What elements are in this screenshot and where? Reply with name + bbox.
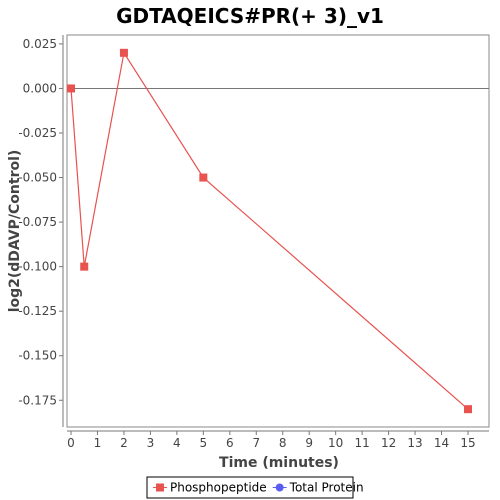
plot-area	[66, 34, 490, 428]
legend-box	[146, 476, 354, 499]
series-layer	[67, 48, 472, 414]
x-tick-label: 13	[407, 436, 422, 450]
y-tick-label: -0.150	[18, 349, 57, 363]
x-tick-label: 2	[120, 436, 128, 450]
y-tick-label: -0.100	[18, 260, 57, 274]
x-tick-label: 6	[226, 436, 234, 450]
x-tick-label: 12	[381, 436, 396, 450]
legend: Phosphopeptide Total Protein	[146, 476, 364, 499]
x-tick-label: 8	[279, 436, 287, 450]
legend-marker	[275, 483, 284, 492]
legend-label: Total Protein	[289, 481, 364, 495]
legend-marker	[156, 483, 164, 492]
y-axis: 0.025 0.000 -0.025 -0.050 -0.075 -0.100 -0.125…	[18, 35, 64, 427]
data-point	[199, 173, 208, 182]
x-tick-label: 5	[200, 436, 208, 450]
x-tick-label: 11	[354, 436, 369, 450]
x-tick-label: 14	[434, 436, 449, 450]
data-point	[119, 48, 128, 57]
x-tick-label: 4	[173, 436, 181, 450]
x-tick-label: 3	[147, 436, 155, 450]
y-tick-label: -0.025	[18, 126, 57, 140]
x-tick-label: 9	[305, 436, 313, 450]
y-tick-label: -0.175	[18, 393, 57, 407]
x-tick-label: 15	[460, 436, 475, 450]
legend-label: Phosphopeptide	[170, 481, 267, 495]
x-tick-label: 10	[328, 436, 343, 450]
data-point	[464, 405, 472, 414]
y-axis-label: log2(dDAVP/Control)	[7, 150, 23, 313]
y-tick-label: -0.050	[18, 171, 57, 185]
y-tick-label: -0.125	[18, 304, 57, 318]
chart-title: GDTAQEICS#PR(+ 3)_v1	[116, 4, 384, 28]
x-axis-label: Time (minutes)	[219, 455, 339, 471]
data-point	[67, 84, 75, 93]
y-tick-label: 0.025	[23, 37, 57, 51]
x-axis: 0 1 2 3 4 5 6 7 8 9 10 11 12 13 14 15	[67, 430, 489, 450]
data-point	[80, 262, 89, 271]
y-tick-label: 0.000	[23, 81, 57, 95]
x-tick-label: 1	[94, 436, 102, 450]
x-tick-label: 7	[252, 436, 260, 450]
x-tick-label: 0	[67, 436, 75, 450]
y-tick-label: -0.075	[18, 215, 57, 229]
